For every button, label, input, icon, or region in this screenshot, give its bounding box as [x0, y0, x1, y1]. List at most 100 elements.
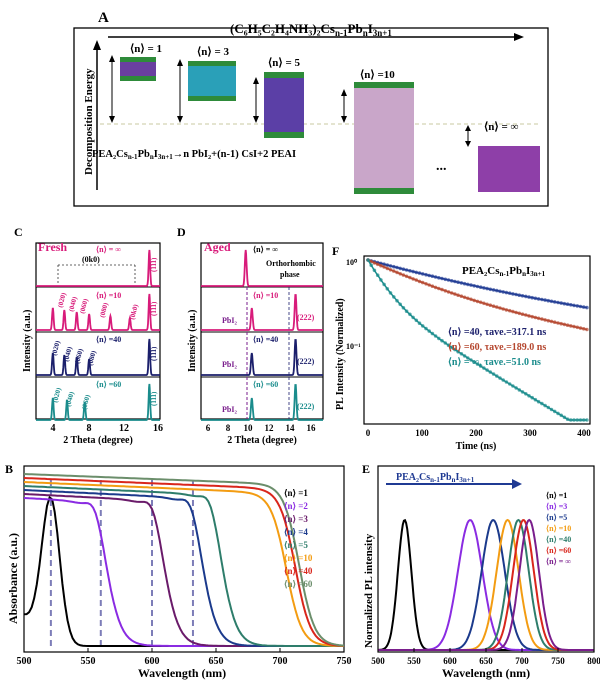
panel-d-row-label-n40: ⟨n⟩ =40	[253, 335, 278, 344]
panel-e-xtick-750: 750	[551, 656, 565, 666]
panel-f-xtick-400: 400	[577, 428, 591, 438]
panel-c-xlabel: 2 Theta (degree)	[63, 435, 133, 446]
panel-d-frame	[200, 242, 324, 420]
panel-d-series-2	[201, 339, 323, 376]
panel-a-n10-arrow-top	[341, 89, 347, 96]
panel-a-ninf-label: ⟨n⟩ = ∞	[484, 121, 518, 133]
panel-f-series-1	[367, 259, 588, 331]
panel-b-xticks: 500 550 600 650 700 750	[17, 648, 352, 667]
panel-b-xtick-550: 550	[81, 656, 96, 667]
panel-b-series-4	[23, 485, 344, 647]
panel-c-n40-peak-040: (040)	[62, 345, 74, 362]
panel-d-phase-label: Orthorhombic	[266, 259, 316, 268]
panel-b-xlabel: Wavelength (nm)	[138, 666, 226, 680]
panel-c-curves	[36, 249, 160, 421]
panel-d-xtick-10: 10	[244, 423, 254, 433]
panel-e-xtick-800: 800	[587, 656, 600, 666]
structure-ninf	[478, 146, 540, 192]
panel-d-row-label-n60: ⟨n⟩ =60	[253, 380, 278, 389]
panel-d-xtick-6: 6	[206, 423, 211, 433]
panel-d-222-n60: (222)	[297, 402, 315, 411]
panel-d-title: Aged	[204, 240, 231, 254]
panel-d-xtick-12: 12	[265, 423, 275, 433]
panel-c-series-1	[36, 293, 160, 331]
structure-n5	[264, 72, 304, 138]
panel-e-arrow-text: PEA₂Csn-1PbnI3n+1	[396, 472, 475, 484]
panel-f-xlabel: Time (ns)	[456, 441, 497, 452]
panel-c-111-ninf: (111)	[150, 257, 158, 272]
panel-b-ylabel: Absorbance (a.u.)	[6, 533, 20, 624]
panel-b-xtick-600: 600	[145, 656, 160, 667]
panel-f-legend-n60: ⟨n⟩ =60, τave.=189.0 ns	[448, 342, 546, 353]
panel-f-series-2	[367, 259, 587, 421]
panel-a-yaxis-arrowhead	[93, 40, 101, 50]
panel-e-xtick-500: 500	[371, 656, 385, 666]
panel-f-curves	[366, 258, 589, 422]
panel-b-xtick-750: 750	[337, 656, 352, 667]
panel-d-pbi2-n40: PbI₂	[222, 360, 237, 369]
panel-c-n40-peak-020: (020)	[50, 339, 62, 356]
panel-c-row-label-n60: ⟨n⟩ =60	[96, 380, 121, 389]
panel-d-222-n40: (222)	[297, 357, 315, 366]
panel-c-frame	[35, 242, 161, 420]
panel-f-label: F	[332, 244, 339, 258]
panel-d-pbi2-n10: PbI₂	[222, 316, 237, 325]
panel-c-xtick-4: 4	[51, 423, 56, 434]
panel-c-n10-peak-080: (080)	[98, 301, 110, 318]
panel-f-xtick-0: 0	[366, 428, 371, 438]
panel-e-ylabel: Normalized PL intensity	[363, 533, 375, 648]
panel-a-n5-arrow-top	[253, 77, 259, 84]
panel-d-pbi2-n60: PbI₂	[222, 405, 237, 414]
panel-c: Fresh ⟨n⟩ = ∞ ⟨n⟩ =10 ⟨n⟩ =40 ⟨n⟩ =60 (0…	[22, 240, 163, 446]
panel-b-legend-n3: ⟨n⟩ =3	[284, 514, 308, 524]
panel-a-n5-label: ⟨n⟩ = 5	[268, 57, 300, 69]
panel-a-n1-label: ⟨n⟩ = 1	[130, 43, 162, 55]
panel-e-legend-ninf: ⟨n⟩ = ∞	[546, 557, 571, 566]
panel-d-series-3	[201, 384, 323, 421]
panel-d-xtick-8: 8	[226, 423, 231, 433]
panel-c-n60-peak-060: (060)	[80, 393, 92, 410]
panel-c-series-0	[36, 249, 160, 287]
panel-b-legend-n2: ⟨n⟩ =2	[284, 501, 308, 511]
panel-e-arrowhead	[512, 479, 522, 489]
panel-e-xlabel: Wavelength (nm)	[442, 666, 530, 680]
panel-e-legend-n10: ⟨n⟩ =10	[546, 524, 571, 533]
panel-a-formula: (C₆H₅C₂H₄NH₃)₂Csn-1PbnI3n+1	[230, 21, 392, 38]
panel-c-series-3	[36, 383, 160, 421]
panel-f-legend-n40: ⟨n⟩ =40, τave.=317.1 ns	[448, 327, 546, 338]
panel-c-row-label-ninf: ⟨n⟩ = ∞	[96, 245, 121, 254]
panel-c-n10-peak-020: (020)	[56, 291, 68, 308]
structure-n10	[354, 82, 414, 194]
panel-a-n1-arrow-top	[109, 55, 115, 62]
panel-f-ylabel: PL Intensity (Normalized)	[335, 298, 346, 410]
panel-b: ⟨n⟩ =1 ⟨n⟩ =2 ⟨n⟩ =3 ⟨n⟩ =4 ⟨n⟩ =5 ⟨n⟩ =…	[6, 465, 352, 680]
panel-b-label: B	[5, 462, 13, 476]
panel-f-ytick-0.1: 10⁻¹	[346, 342, 361, 351]
panel-a-n3-arrow-bottom	[177, 116, 183, 123]
panel-d-xtick-14: 14	[286, 423, 296, 433]
panel-e-legend-n60: ⟨n⟩ =60	[546, 546, 571, 555]
panel-c-n60-peak-020: (020)	[51, 386, 63, 403]
panel-b-xtick-650: 650	[209, 656, 224, 667]
panel-d-ylabel: Intensity (a.u.)	[187, 309, 198, 372]
panel-c-111-n60: (111)	[150, 391, 158, 406]
panel-e-legend-n3: ⟨n⟩ =3	[546, 502, 567, 511]
panel-a-dots: ...	[436, 159, 447, 174]
panel-f-xtick-100: 100	[415, 428, 429, 438]
panel-e-xtick-650: 650	[479, 656, 493, 666]
panel-b-series-5	[23, 481, 344, 647]
panel-b-legend-n60: ⟨n⟩ =60	[284, 579, 313, 589]
panel-d-xlabel: 2 Theta (degree)	[227, 435, 297, 446]
panel-d-curves	[201, 249, 323, 421]
panel-b-series-7	[23, 473, 345, 647]
panel-b-series-6	[23, 477, 345, 647]
panel-f-series-0	[367, 259, 588, 309]
panel-a-n1-arrow-bottom	[109, 116, 115, 123]
panel-d-series-0	[201, 249, 323, 287]
panel-c-xtick-16: 16	[153, 423, 163, 434]
panel-f-legend-ninf: ⟨n⟩ = ∞, τave.=51.0 ns	[448, 357, 541, 368]
panel-c-n40-peak-080: (080)	[86, 349, 98, 366]
panel-c-xtick-8: 8	[87, 423, 92, 434]
panel-a-label: A	[98, 10, 109, 26]
